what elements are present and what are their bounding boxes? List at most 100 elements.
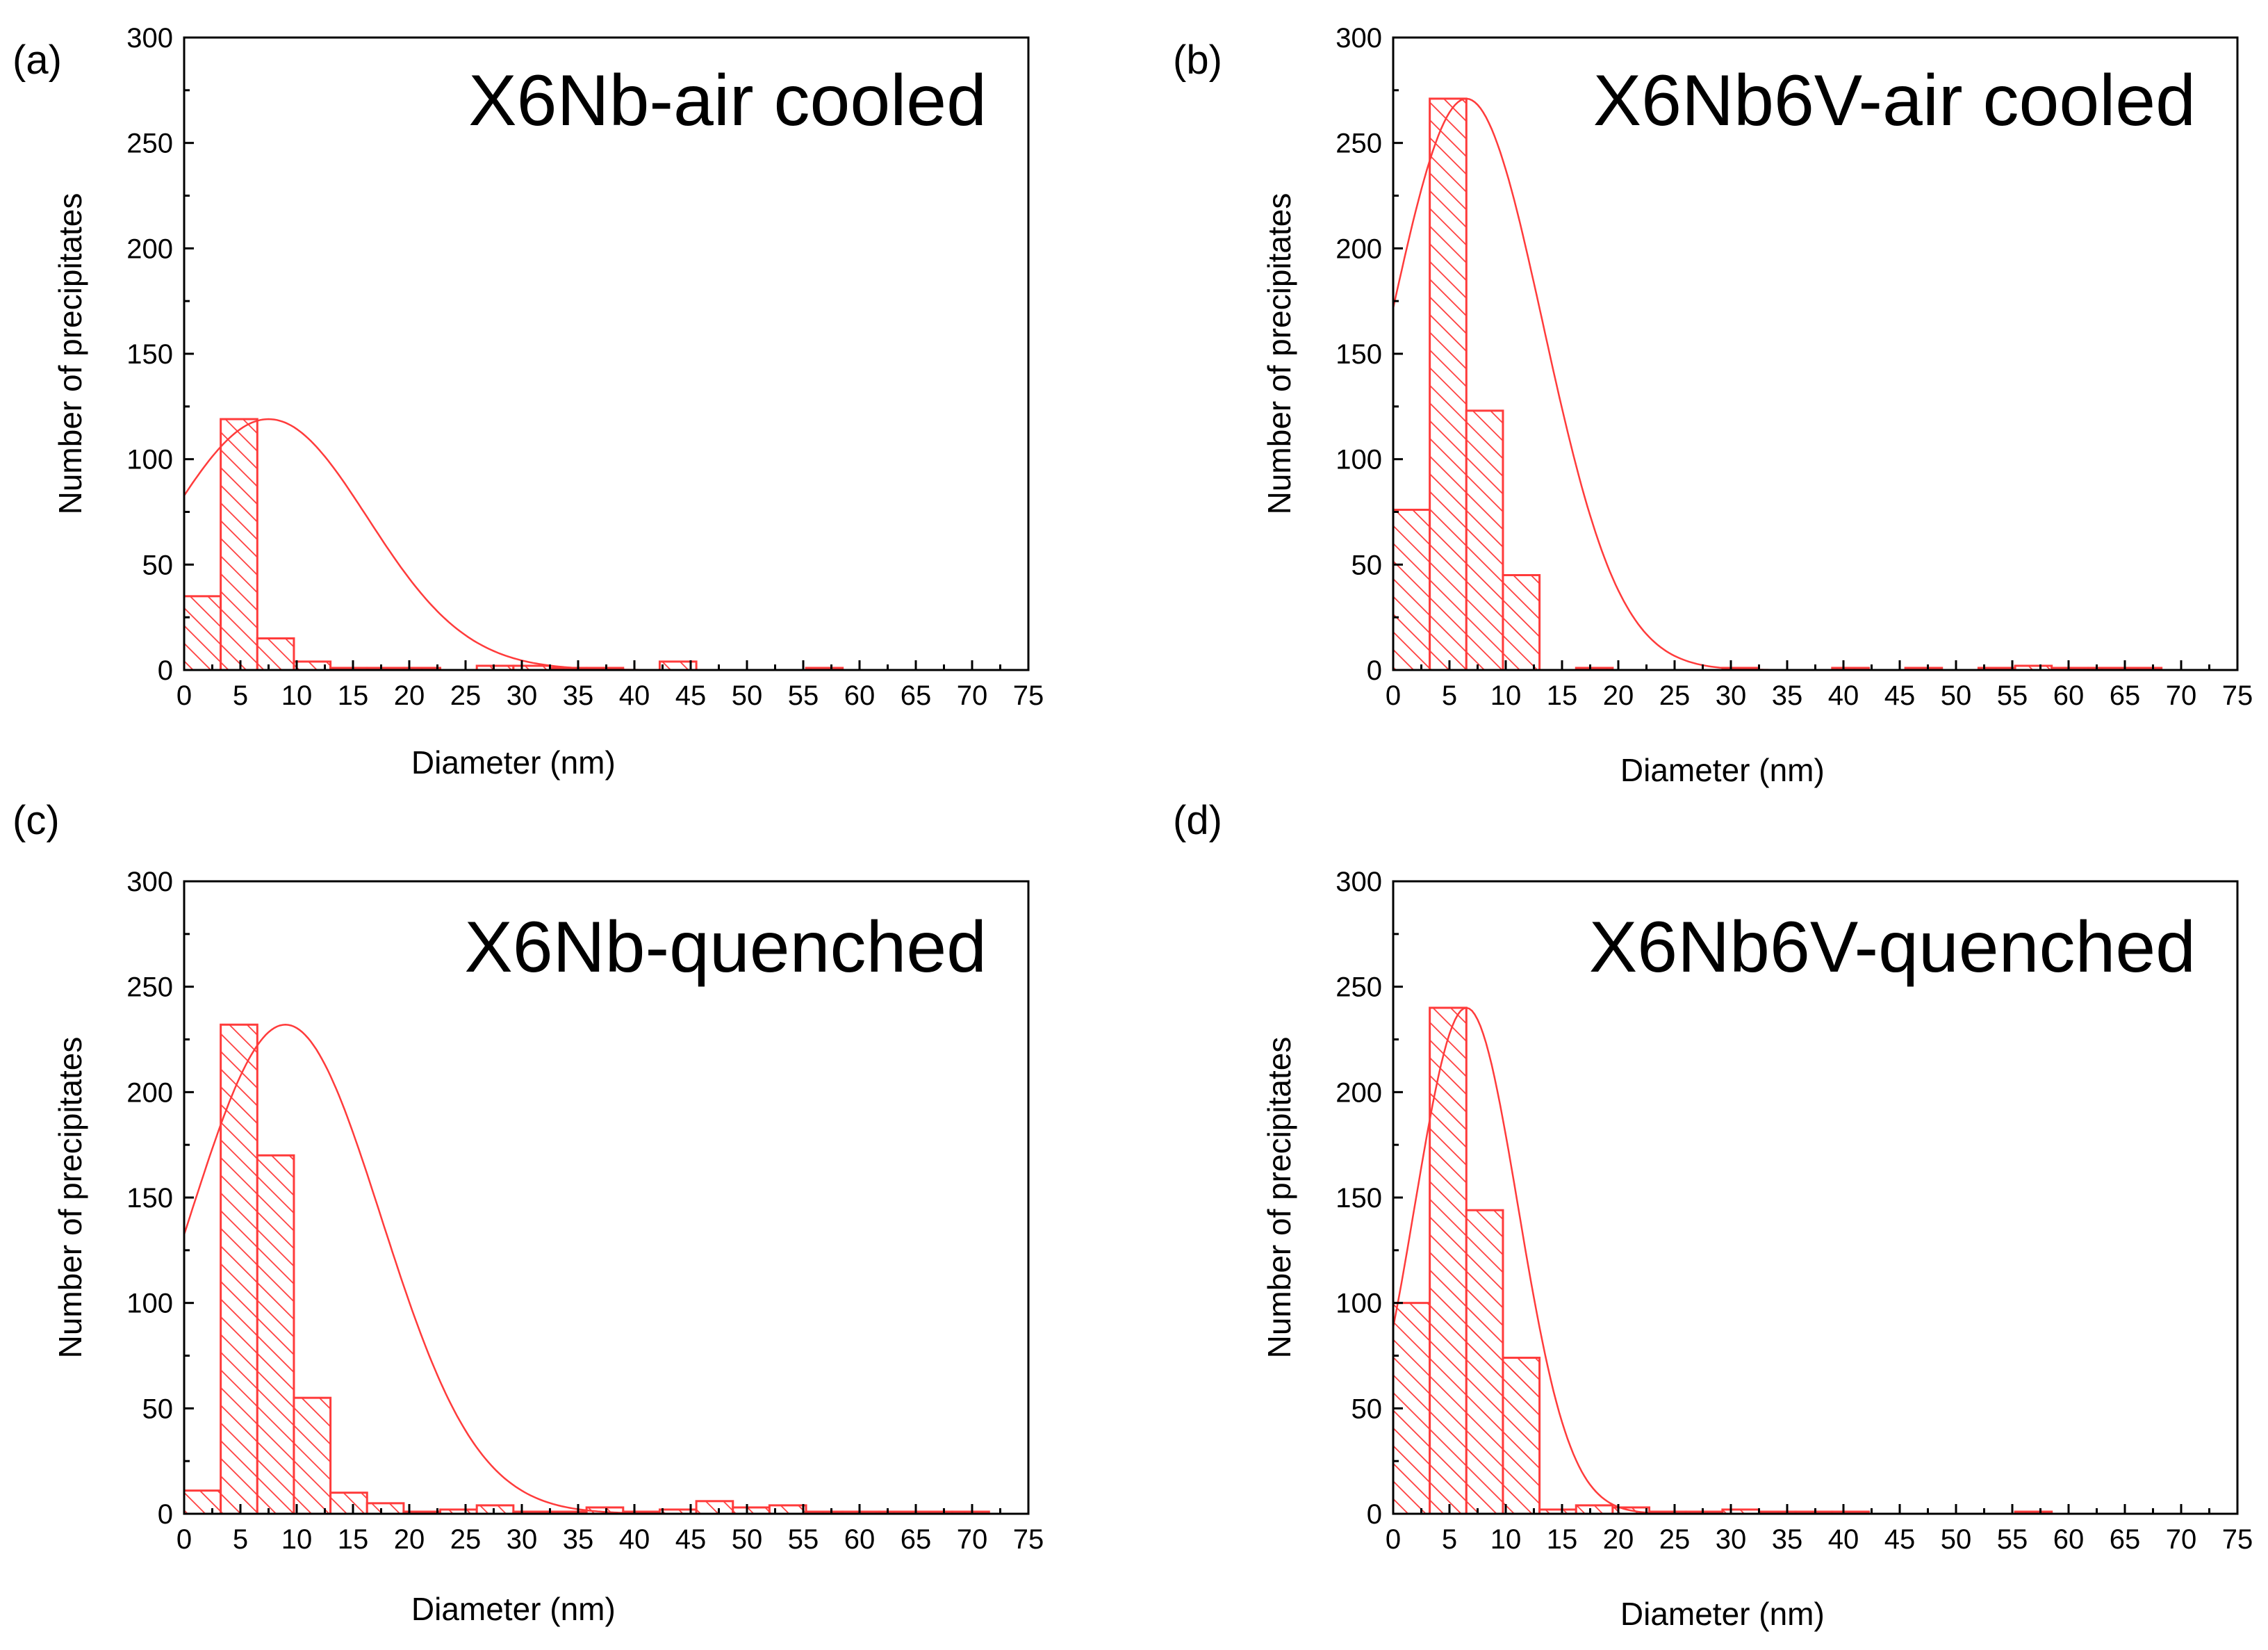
panel-title: X6Nb-air cooled: [468, 60, 987, 141]
x-tick-label: 15: [1547, 1524, 1578, 1555]
x-tick-label: 5: [233, 680, 248, 711]
x-tick-label: 5: [233, 1524, 248, 1555]
histogram-bar: [475, 1504, 515, 1515]
x-tick-label: 0: [1386, 1524, 1401, 1555]
x-tick-label: 10: [1490, 680, 1522, 711]
x-tick-label: 5: [1442, 1524, 1457, 1555]
x-tick-label: 30: [1716, 680, 1747, 711]
x-axis-title: Diameter (nm): [411, 1591, 616, 1627]
x-tick-label: 10: [1490, 1524, 1522, 1555]
y-tick-label: 100: [126, 445, 173, 475]
y-tick-label: 150: [1336, 339, 1382, 370]
histogram-bar: [1465, 1209, 1504, 1515]
x-tick-label: 45: [1884, 1524, 1916, 1555]
x-tick-label: 40: [619, 680, 650, 711]
x-tick-label: 55: [1997, 680, 2028, 711]
histogram-bar: [183, 1489, 222, 1515]
y-axis-title: Number of precipitates: [52, 1037, 88, 1359]
y-tick-label: 100: [1336, 1289, 1382, 1319]
x-tick-label: 65: [901, 1524, 932, 1555]
y-tick-label: 200: [126, 1077, 173, 1108]
y-axis-title: Number of precipitates: [1261, 1037, 1297, 1359]
y-tick-label: 0: [1367, 655, 1382, 686]
x-tick-label: 60: [844, 680, 876, 711]
x-tick-label: 60: [2053, 1524, 2085, 1555]
x-tick-label: 50: [732, 680, 763, 711]
y-tick-label: 50: [142, 1394, 174, 1424]
x-tick-label: 65: [2110, 680, 2141, 711]
histogram-bar: [256, 1154, 295, 1515]
histogram-bar: [1465, 409, 1504, 671]
x-tick-label: 40: [1828, 1524, 1859, 1555]
histogram-bar: [1392, 508, 1431, 671]
y-axis-title: Number of precipitates: [52, 193, 88, 515]
x-tick-label: 10: [281, 680, 313, 711]
x-tick-label: 70: [2166, 1524, 2197, 1555]
gaussian-fit-curve: [183, 418, 1028, 671]
x-tick-label: 50: [1941, 680, 1972, 711]
x-tick-label: 60: [2053, 680, 2085, 711]
histogram-bar: [1502, 1357, 1541, 1515]
panel-label: (a): [13, 38, 62, 83]
x-tick-label: 15: [1547, 680, 1578, 711]
x-tick-label: 40: [619, 1524, 650, 1555]
x-tick-label: 75: [1013, 1524, 1044, 1555]
x-tick-label: 55: [1997, 1524, 2028, 1555]
x-tick-label: 0: [176, 1524, 192, 1555]
chart-panel-c: 0 5 10 15 20 25 30 35 40 45 50 55 60 65 70 75 0 50 100 150 2…: [13, 798, 1044, 1627]
histogram-bar: [183, 595, 222, 671]
y-tick-label: 250: [1336, 129, 1382, 159]
histogram-bar: [695, 1500, 734, 1515]
y-tick-label: 150: [126, 339, 173, 370]
histogram-bar: [1575, 1504, 1614, 1515]
y-tick-label: 150: [1336, 1183, 1382, 1214]
y-tick-label: 0: [158, 1499, 173, 1530]
panel-title: X6Nb6V-air cooled: [1593, 60, 2196, 141]
x-tick-label: 15: [338, 680, 369, 711]
panel-label: (d): [1173, 798, 1222, 843]
x-tick-label: 35: [563, 680, 594, 711]
histogram-bar: [1502, 574, 1541, 671]
x-tick-label: 30: [507, 680, 538, 711]
chart-panel-b: 0 5 10 15 20 25 30 35 40 45 50 55 60 65 70 75 0 50 100 150 2…: [1173, 23, 2253, 788]
x-tick-label: 65: [2110, 1524, 2141, 1555]
x-tick-label: 20: [1603, 1524, 1634, 1555]
y-tick-label: 300: [126, 867, 173, 897]
x-axis-title: Diameter (nm): [1620, 752, 1825, 788]
y-tick-label: 100: [1336, 445, 1382, 475]
x-tick-label: 35: [563, 1524, 594, 1555]
x-tick-label: 20: [394, 1524, 425, 1555]
x-tick-label: 0: [1386, 680, 1401, 711]
x-tick-label: 70: [957, 680, 988, 711]
chart-panel-d: 0 5 10 15 20 25 30 35 40 45 50 55 60 65 70 75 0 50 100 150 2…: [1173, 798, 2253, 1632]
x-tick-label: 45: [1884, 680, 1916, 711]
x-axis-title: Diameter (nm): [1620, 1596, 1825, 1632]
x-tick-label: 70: [2166, 680, 2197, 711]
x-tick-label: 60: [844, 1524, 876, 1555]
x-tick-label: 75: [1013, 680, 1044, 711]
y-tick-label: 50: [142, 550, 174, 580]
x-tick-label: 55: [788, 680, 819, 711]
panel-title: X6Nb6V-quenched: [1589, 907, 2196, 988]
x-tick-label: 30: [507, 1524, 538, 1555]
x-tick-label: 45: [675, 1524, 707, 1555]
x-tick-label: 25: [450, 1524, 482, 1555]
histogram-bar: [329, 1492, 368, 1515]
y-tick-label: 50: [1351, 1394, 1383, 1424]
y-tick-label: 250: [126, 129, 173, 159]
histogram-bar: [293, 1396, 332, 1515]
y-tick-label: 200: [126, 234, 173, 264]
histogram-bar: [256, 637, 295, 671]
x-tick-label: 25: [450, 680, 482, 711]
x-tick-label: 70: [957, 1524, 988, 1555]
x-tick-label: 65: [901, 680, 932, 711]
y-tick-label: 0: [1367, 1499, 1382, 1530]
y-tick-label: 300: [1336, 867, 1382, 897]
y-tick-label: 200: [1336, 1077, 1382, 1108]
x-tick-label: 50: [732, 1524, 763, 1555]
x-tick-label: 25: [1659, 680, 1691, 711]
x-tick-label: 55: [788, 1524, 819, 1555]
panel-title: X6Nb-quenched: [464, 907, 987, 988]
histogram-bar: [365, 1502, 405, 1515]
